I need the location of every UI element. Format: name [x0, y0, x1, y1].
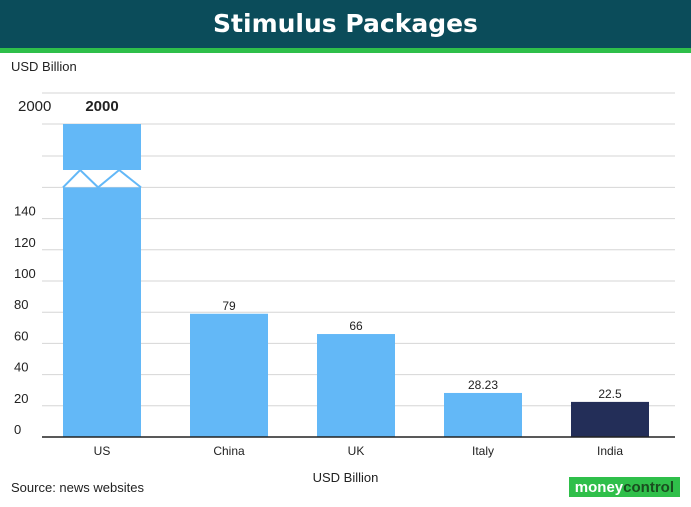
data-label-us: 2000: [85, 98, 118, 115]
y-tick-label: 140: [14, 204, 36, 219]
y-tick-label: 120: [14, 235, 36, 250]
bar-us-lower: [63, 187, 141, 437]
y-tick-label: 40: [14, 360, 28, 375]
x-tick-label-china: China: [213, 444, 245, 458]
moneycontrol-logo: money control: [568, 477, 680, 497]
bar-us-upper: [63, 124, 141, 170]
y-tick-label: 0: [14, 422, 21, 437]
y-tick-label: 60: [14, 328, 28, 343]
data-label-uk: 66: [349, 319, 363, 333]
x-tick-label-india: India: [597, 444, 623, 458]
bar-italy: [444, 392, 522, 437]
x-tick-label-uk: UK: [348, 444, 365, 458]
data-label-china: 79: [222, 299, 236, 313]
axis-break-mark: [62, 168, 142, 189]
unit-label: USD Billion: [11, 59, 77, 74]
x-axis-label: USD Billion: [312, 470, 379, 485]
y-tick-label: 80: [14, 297, 28, 312]
header-bar: [0, 0, 691, 53]
y-tick-label: 20: [14, 391, 28, 406]
chart-title: Stimulus Packages: [213, 9, 478, 38]
data-label-italy: 28.23: [468, 378, 498, 392]
x-tick-label-italy: Italy: [472, 444, 494, 458]
y-tick-label-break: 2000: [18, 98, 51, 115]
data-label-india: 22.5: [598, 387, 622, 401]
bar-india: [571, 401, 649, 437]
source-note: Source: news websites: [11, 480, 144, 495]
logo-part-2: control: [623, 478, 674, 496]
y-tick-label: 100: [14, 266, 36, 281]
logo-part-1: money: [574, 478, 624, 496]
bar-uk: [317, 334, 395, 437]
bar-china: [190, 313, 268, 437]
x-tick-label-us: US: [94, 444, 111, 458]
